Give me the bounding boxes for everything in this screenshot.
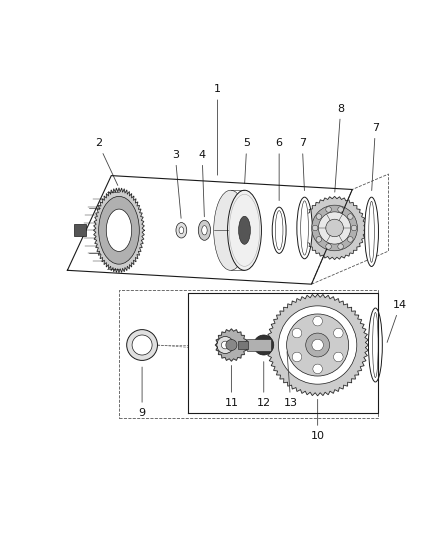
Ellipse shape — [297, 197, 312, 259]
Text: 14: 14 — [387, 300, 407, 342]
Circle shape — [254, 335, 274, 355]
Ellipse shape — [368, 308, 382, 382]
Circle shape — [226, 340, 237, 351]
Circle shape — [347, 237, 353, 242]
Polygon shape — [94, 188, 145, 273]
Ellipse shape — [369, 201, 374, 262]
Ellipse shape — [364, 197, 378, 266]
Circle shape — [312, 225, 318, 231]
Circle shape — [221, 341, 229, 349]
Circle shape — [258, 340, 269, 350]
Circle shape — [338, 244, 343, 249]
Circle shape — [286, 314, 349, 376]
Bar — [74, 224, 86, 237]
Circle shape — [127, 329, 158, 360]
Text: 9: 9 — [138, 367, 146, 418]
Circle shape — [326, 207, 332, 212]
Circle shape — [313, 317, 322, 326]
Ellipse shape — [198, 220, 211, 240]
Bar — [237, 341, 248, 349]
Circle shape — [217, 336, 234, 353]
Text: 13: 13 — [284, 352, 298, 408]
Bar — [247, 339, 272, 351]
Ellipse shape — [276, 211, 283, 250]
Ellipse shape — [214, 190, 247, 270]
Ellipse shape — [272, 207, 286, 253]
Text: 1: 1 — [214, 84, 221, 175]
Circle shape — [326, 219, 343, 237]
Text: 8: 8 — [335, 103, 344, 192]
Circle shape — [316, 237, 321, 242]
Text: 7: 7 — [372, 123, 379, 191]
Text: 7: 7 — [299, 138, 306, 191]
Ellipse shape — [373, 312, 378, 377]
Circle shape — [316, 214, 321, 219]
Circle shape — [351, 225, 357, 231]
Text: 3: 3 — [172, 150, 181, 219]
Circle shape — [313, 364, 322, 374]
Circle shape — [132, 335, 152, 355]
Polygon shape — [67, 175, 352, 284]
Ellipse shape — [301, 201, 308, 255]
Ellipse shape — [106, 209, 132, 252]
Text: 12: 12 — [257, 362, 271, 408]
Text: 4: 4 — [198, 150, 206, 217]
Ellipse shape — [239, 216, 251, 244]
Circle shape — [306, 333, 329, 357]
Circle shape — [279, 306, 357, 384]
Circle shape — [347, 214, 353, 219]
Text: 5: 5 — [243, 138, 250, 184]
Polygon shape — [303, 196, 366, 260]
Text: 11: 11 — [224, 366, 238, 408]
Text: 2: 2 — [95, 138, 118, 185]
Circle shape — [292, 352, 302, 362]
Polygon shape — [267, 294, 368, 396]
Ellipse shape — [202, 225, 207, 235]
Circle shape — [318, 212, 351, 244]
Circle shape — [326, 244, 332, 249]
Circle shape — [312, 205, 357, 251]
Polygon shape — [215, 329, 247, 361]
Circle shape — [338, 207, 343, 212]
Circle shape — [334, 352, 343, 362]
Text: 6: 6 — [276, 138, 283, 200]
Circle shape — [292, 328, 302, 338]
Ellipse shape — [179, 227, 184, 234]
Ellipse shape — [228, 190, 261, 270]
Ellipse shape — [99, 196, 139, 264]
Text: 10: 10 — [311, 399, 325, 441]
Circle shape — [312, 340, 323, 351]
Circle shape — [334, 328, 343, 338]
Polygon shape — [188, 294, 378, 413]
Ellipse shape — [176, 223, 187, 238]
